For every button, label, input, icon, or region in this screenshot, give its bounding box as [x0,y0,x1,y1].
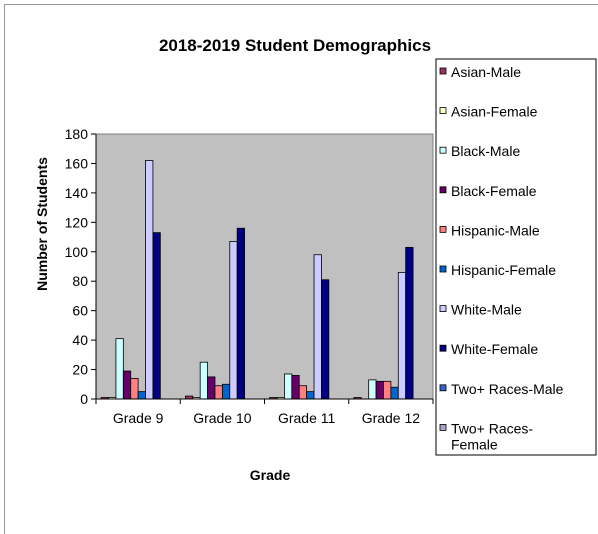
legend-swatch [439,384,447,392]
bar [115,338,124,400]
y-tick-label: 160 [65,155,89,171]
bar [130,377,139,400]
bar [405,246,414,400]
legend-swatch [439,344,447,352]
legend-label: Female [451,436,498,452]
legend-label: Two+ Races- [451,420,533,436]
bar [298,385,308,400]
legend: Asian-Male Asian-Female Black-Male Black-Fe… [439,64,564,452]
legend-label: Black-Male [451,143,520,159]
y-tick-label: 120 [65,214,89,230]
bar [368,379,377,400]
legend-label: Asian-Female [451,104,538,120]
legend-swatch [439,423,447,431]
legend-label: Asian-Male [451,64,521,80]
legend-box [435,58,597,456]
y-tick-label: 80 [72,273,88,289]
bar [284,373,293,400]
legend-swatch [439,146,447,154]
legend-label: Hispanic-Female [451,262,556,278]
chart-title: 2018-2019 Student Demographics [159,36,431,55]
x-axis-label: Grade [250,467,291,483]
bar [375,380,384,400]
chart-frame-left-border [4,4,5,534]
bar [137,391,146,400]
legend-swatch [439,67,447,75]
legend-swatch [439,225,447,233]
bar [397,271,407,400]
bar [207,376,216,400]
bar [145,160,154,400]
bar [390,386,399,400]
x-tick-label: Grade 11 [278,410,336,426]
y-tick-label: 40 [72,332,88,348]
y-tick-label: 100 [65,244,89,260]
bar [321,279,330,400]
bar [306,391,315,400]
bar [313,254,322,400]
x-tick-label: Grade 9 [113,410,164,426]
bar [383,380,392,400]
y-tick-label: 0 [80,391,88,407]
y-tick-label: 20 [72,362,88,378]
legend-swatch [439,305,447,313]
bar [152,232,161,400]
legend-label: Hispanic-Male [451,222,540,238]
y-tick-label: 140 [65,185,89,201]
y-tick-label: 60 [72,303,88,319]
x-tick-label: Grade 12 [362,410,421,426]
legend-swatch [439,265,447,273]
legend-swatch [439,186,447,194]
legend-swatch [439,107,447,114]
bar [122,370,132,400]
y-axis-label: Number of Students [34,157,50,291]
bar [236,227,245,400]
legend-label: Black-Female [451,183,537,199]
bar [221,383,231,400]
bar [199,361,208,400]
legend-label: White-Male [451,302,522,318]
chart-frame-top-border [4,4,598,5]
bar [214,385,223,400]
x-tick-label: Grade 10 [193,410,252,426]
bar [229,241,238,400]
y-tick-label: 180 [65,126,89,142]
legend-label: White-Female [451,341,538,357]
y-axis: 0 20 40 60 80 100 120 140 160 180 [65,126,97,407]
bar [291,375,300,400]
legend-label: Two+ Races-Male [451,381,564,397]
x-axis: Grade 9 Grade 10 Grade 11 Grade 12 [95,398,434,426]
